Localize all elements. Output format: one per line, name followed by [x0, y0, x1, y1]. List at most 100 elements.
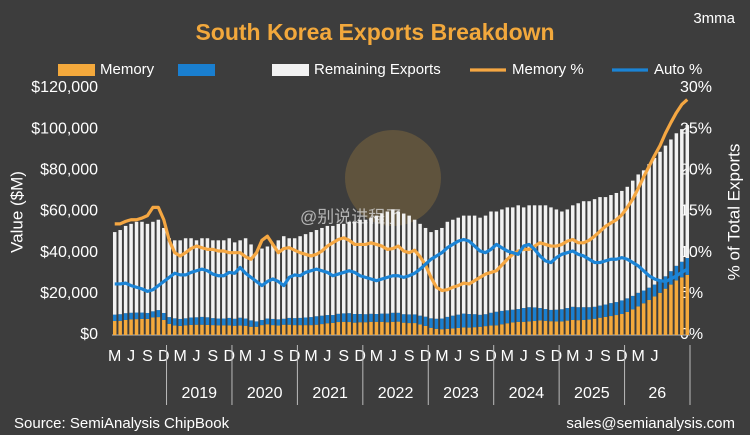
bar [189, 317, 193, 325]
year-label: 2021 [312, 385, 348, 402]
bar [347, 221, 351, 314]
bar [636, 306, 640, 335]
subtitle: 3mma [693, 10, 735, 27]
bar [254, 321, 259, 327]
bar [549, 207, 553, 310]
legend-label: Memory [100, 61, 155, 78]
bar [232, 318, 237, 326]
bar [483, 215, 488, 315]
y-tick-label: $100,000 [31, 120, 98, 137]
bar [652, 157, 657, 285]
bar [532, 205, 537, 308]
bar [614, 302, 619, 316]
x-tick-label: S [600, 348, 611, 365]
bar [194, 317, 199, 325]
bar [527, 307, 531, 322]
bar [363, 314, 368, 323]
y2-tick-label: 10% [680, 244, 712, 261]
bar [232, 325, 237, 335]
bar [178, 325, 182, 335]
bar [587, 319, 591, 335]
bar [227, 325, 231, 335]
bar [129, 319, 133, 335]
bar [369, 313, 373, 322]
bar [211, 240, 215, 319]
bar [532, 321, 537, 335]
x-tick-label: J [651, 348, 659, 365]
bar [298, 325, 302, 335]
bar [647, 287, 651, 301]
bar [587, 307, 591, 320]
bar [178, 240, 182, 319]
bar [680, 129, 684, 262]
bar [271, 244, 275, 319]
bar [200, 316, 204, 325]
bar [521, 308, 526, 322]
bar [489, 325, 493, 335]
bar [674, 280, 679, 335]
bar [369, 321, 373, 335]
bar [543, 320, 548, 335]
bar [112, 232, 117, 315]
bar [560, 321, 564, 335]
y-tick-label: $120,000 [31, 79, 98, 96]
bar [331, 322, 335, 335]
bar [314, 230, 319, 317]
bar [118, 314, 122, 321]
source: Source: SemiAnalysis ChipBook [14, 415, 230, 432]
x-tick-label: D [551, 348, 563, 365]
bar [145, 312, 150, 319]
bar [167, 317, 171, 324]
bar [521, 321, 526, 335]
x-tick-label: D [354, 348, 366, 365]
bar [483, 314, 488, 327]
bar [216, 240, 221, 319]
bar [211, 318, 215, 326]
bar [527, 321, 531, 335]
bar [118, 230, 122, 315]
x-tick-label: M [304, 348, 317, 365]
bar [380, 313, 384, 322]
bar [320, 315, 324, 325]
bar [478, 326, 482, 335]
bar [674, 133, 679, 266]
bar [592, 318, 597, 335]
bar [401, 322, 406, 335]
bar [396, 321, 401, 335]
line [114, 237, 689, 293]
bar [565, 209, 570, 309]
bar [156, 219, 161, 311]
bar [483, 326, 488, 335]
x-tick-label: M [239, 348, 252, 365]
bar [658, 151, 662, 281]
bar [500, 209, 504, 311]
bar [451, 315, 455, 329]
bar [336, 322, 341, 335]
bar [380, 321, 384, 335]
bar [461, 327, 466, 335]
bar [467, 314, 471, 328]
year-label: 2024 [509, 385, 545, 402]
bar [440, 227, 444, 319]
bar [581, 307, 586, 320]
bar [238, 325, 242, 335]
y2-axis-title: % of Total Exports [724, 144, 743, 281]
bar [456, 217, 460, 315]
bar [440, 318, 444, 330]
bar [162, 312, 166, 320]
bar [472, 314, 477, 328]
year-label: 2025 [574, 385, 610, 402]
bar [598, 305, 602, 318]
x-tick-label: J [585, 348, 593, 365]
y2-tick-label: 30% [680, 79, 712, 96]
bar [112, 321, 117, 335]
bar [658, 280, 662, 293]
bar [134, 319, 139, 335]
bar [461, 215, 466, 314]
bar [674, 265, 679, 281]
legend-label: Auto % [654, 61, 702, 78]
bar [358, 322, 362, 335]
bar [254, 252, 259, 322]
bar [516, 205, 520, 310]
bar [603, 316, 608, 335]
